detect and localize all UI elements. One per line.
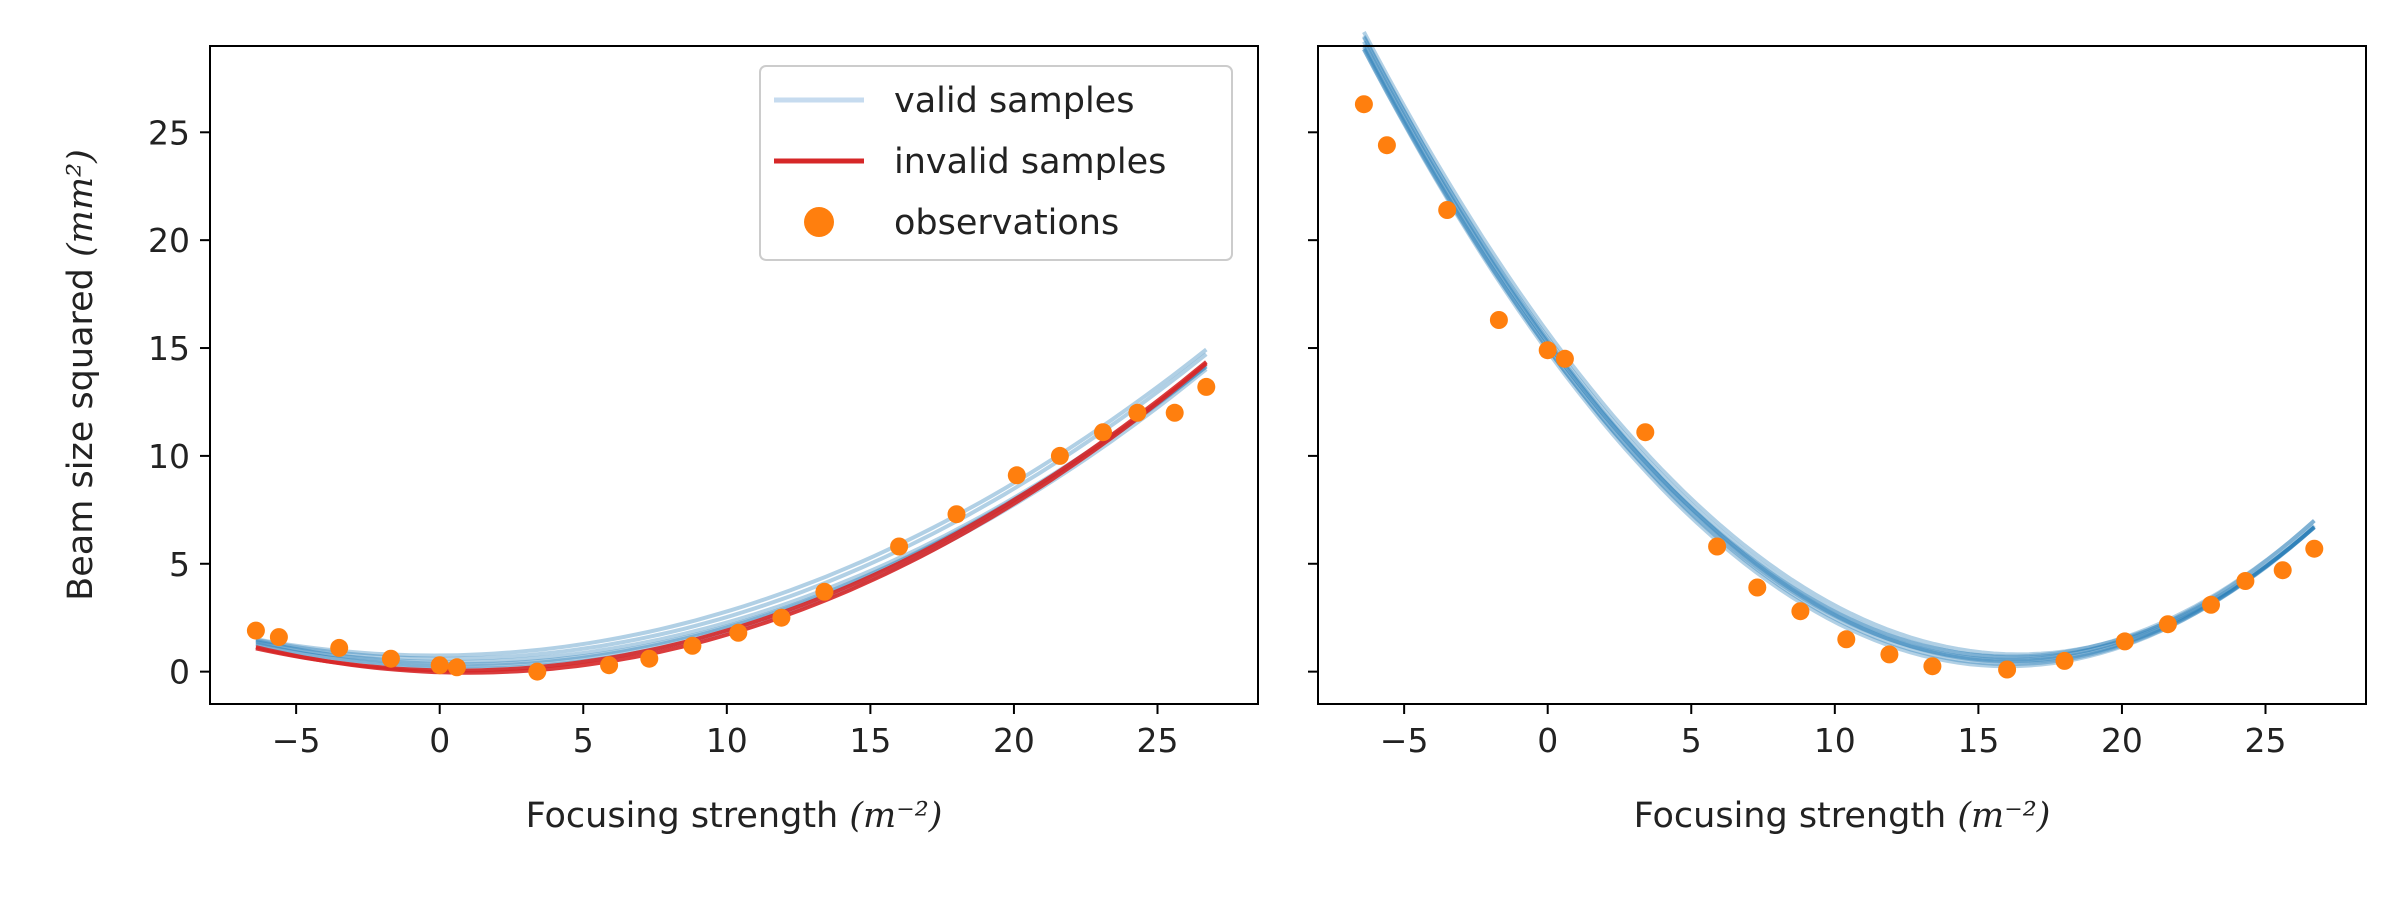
left-observation-point xyxy=(381,649,400,668)
right-valid-sample-curve-3 xyxy=(1362,36,2316,660)
right-valid-sample-curve-2 xyxy=(1362,46,2316,667)
right-axes-frame xyxy=(1317,45,2367,705)
left-observation-point xyxy=(683,636,702,655)
right-observation-point xyxy=(2202,595,2220,614)
right-observation-point xyxy=(1636,423,1655,442)
right-observation-point xyxy=(1354,95,1373,114)
left-panel: −5 0 5 10 15 20 25 0 5 10 15 20 25 Focusing strengt… xyxy=(61,45,1259,836)
left-y-tick-label: 10 xyxy=(148,437,190,476)
right-observation-point xyxy=(2115,632,2134,651)
right-observation-point xyxy=(1998,660,2017,679)
right-observation-point xyxy=(1923,657,1942,676)
left-y-tick-label: 20 xyxy=(148,221,190,260)
left-observation-point xyxy=(1165,403,1184,422)
right-observation-point xyxy=(1880,645,1899,664)
left-x-tick-label: 15 xyxy=(849,721,891,760)
left-observation-point xyxy=(600,656,619,675)
left-observation-point xyxy=(1007,466,1026,485)
left-y-tick-label: 0 xyxy=(169,653,190,692)
right-observation-point xyxy=(1377,136,1396,155)
right-observation-point xyxy=(1748,578,1767,597)
left-y-tick-label: 5 xyxy=(169,545,190,584)
left-observation-point xyxy=(1197,377,1216,396)
right-observation-point xyxy=(1791,602,1810,621)
left-axes-frame xyxy=(209,45,1259,705)
left-observation-point xyxy=(1050,446,1069,465)
left-observation-point xyxy=(1094,423,1112,442)
right-x-tick-label: 15 xyxy=(1957,721,1999,760)
legend-observation-label: observations xyxy=(894,203,1119,243)
right-x-tick-label: −5 xyxy=(1380,721,1429,760)
left-observation-point xyxy=(772,608,791,627)
left-observation-point xyxy=(430,656,449,675)
right-x-tick-label: 10 xyxy=(1814,721,1856,760)
right-valid-sample-curve-5 xyxy=(1362,31,2316,657)
left-valid-sample-curve-3 xyxy=(255,352,1208,661)
left-x-tick-label: 10 xyxy=(706,721,748,760)
right-observation-point xyxy=(1555,349,1574,368)
right-observation-point xyxy=(2236,572,2255,590)
left-observation-point xyxy=(815,582,834,601)
left-y-ticks: 0 5 10 15 20 25 xyxy=(148,113,210,692)
left-x-axis-label: Focusing strength (m⁻²) xyxy=(526,796,943,836)
right-y-ticks xyxy=(1308,131,1318,673)
left-observation-point xyxy=(447,658,466,677)
left-observation-point xyxy=(330,638,349,657)
left-observation-point xyxy=(246,621,265,640)
right-valid-sample-curve-4 xyxy=(1362,48,2316,669)
right-x-ticks: −5 0 5 10 15 20 25 xyxy=(1380,704,2287,760)
right-x-axis-label: Focusing strength (m⁻²) xyxy=(1634,796,2051,836)
right-observation-point xyxy=(1489,311,1508,329)
right-sample-curves xyxy=(1362,31,2316,669)
left-x-ticks: −5 0 5 10 15 20 25 xyxy=(272,704,1179,760)
left-observation-point xyxy=(890,537,909,556)
right-observation-point xyxy=(2273,561,2292,580)
left-observation-point xyxy=(528,662,547,681)
left-y-tick-label: 15 xyxy=(148,329,190,368)
right-observation-point xyxy=(2305,539,2324,558)
right-x-tick-label: 25 xyxy=(2245,721,2287,760)
left-valid-sample-curve-5 xyxy=(255,347,1208,658)
right-panel: −5 0 5 10 15 20 25 Focusing strength (m⁻²) xyxy=(1308,31,2367,836)
legend-valid-label: valid samples xyxy=(894,81,1134,121)
right-x-tick-label: 0 xyxy=(1537,721,1558,760)
right-observation-points xyxy=(1354,95,2324,679)
left-x-tick-label: 5 xyxy=(573,721,594,760)
right-x-tick-label: 5 xyxy=(1681,721,1702,760)
left-y-tick-label: 25 xyxy=(148,113,190,152)
right-valid-sample-curve-1 xyxy=(1362,40,2316,663)
left-observation-point xyxy=(947,505,966,524)
right-valid-sample-curve-6 xyxy=(1362,35,2316,664)
left-x-tick-label: −5 xyxy=(272,721,321,760)
left-x-tick-label: 0 xyxy=(429,721,450,760)
left-sample-curves xyxy=(255,347,1208,675)
right-observation-point xyxy=(1538,341,1557,360)
left-observation-point xyxy=(640,649,659,668)
left-observation-point xyxy=(1128,403,1147,422)
right-valid-sample-curve-8 xyxy=(1362,48,2316,662)
right-observation-point xyxy=(2055,651,2074,670)
right-observation-point xyxy=(2158,615,2177,634)
left-x-tick-label: 25 xyxy=(1137,721,1179,760)
legend: valid samples invalid samples observatio… xyxy=(759,65,1233,261)
left-observation-point xyxy=(269,628,288,647)
legend-observation-marker xyxy=(804,207,834,237)
left-y-axis-label: Beam size squared (mm²) xyxy=(61,149,101,601)
left-observation-point xyxy=(729,623,748,642)
right-valid-sample-curve-7 xyxy=(1362,43,2316,659)
left-x-tick-label: 20 xyxy=(993,721,1035,760)
right-observation-point xyxy=(1837,630,1856,649)
right-x-tick-label: 20 xyxy=(2101,721,2143,760)
left-observation-points xyxy=(246,377,1216,681)
legend-box xyxy=(759,65,1233,261)
right-observation-point xyxy=(1438,201,1457,219)
legend-invalid-label: invalid samples xyxy=(894,142,1166,182)
right-observation-point xyxy=(1708,537,1727,556)
